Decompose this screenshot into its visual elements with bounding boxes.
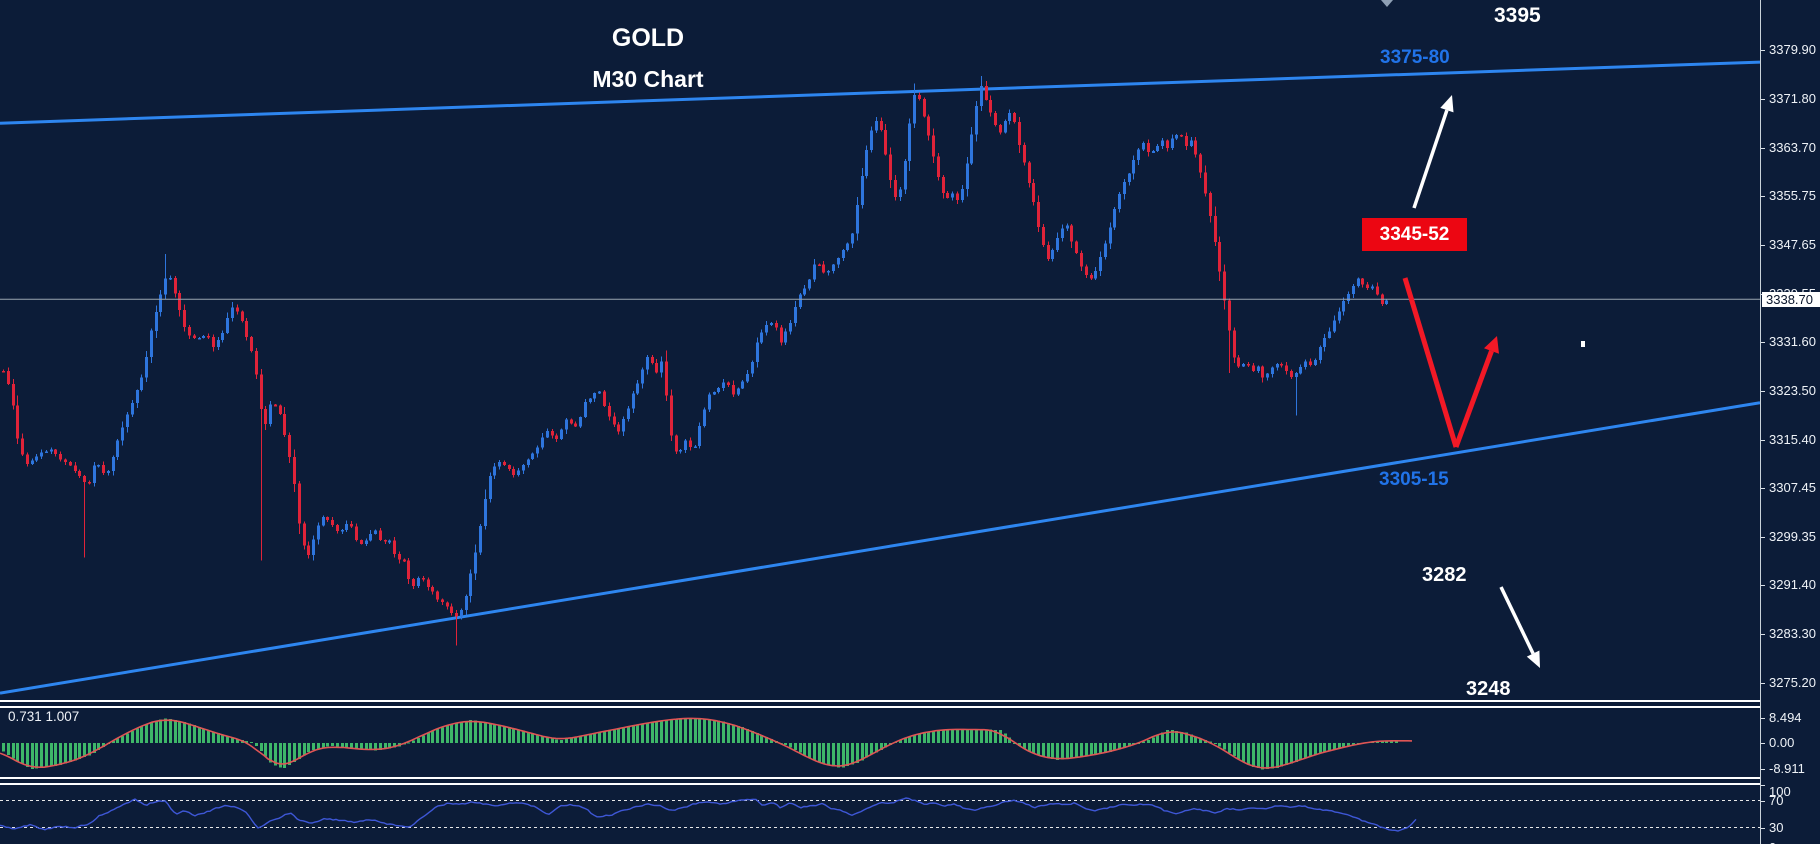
rsi-tick-label: 100 bbox=[1769, 784, 1791, 799]
axis-tick-mark bbox=[1761, 342, 1765, 344]
panel-divider-line[interactable] bbox=[0, 777, 1760, 779]
object-anchor-triangle-icon bbox=[1381, 0, 1393, 7]
axis-tick-mark bbox=[1761, 800, 1765, 802]
axis-tick-mark bbox=[1761, 585, 1765, 587]
price-axis[interactable]: 3379.903371.803363.703355.753347.653339.… bbox=[1760, 0, 1820, 844]
axis-tick-mark bbox=[1761, 196, 1765, 198]
axis-tick-mark bbox=[1761, 488, 1765, 490]
macd-tick-label: -8.911 bbox=[1769, 761, 1805, 777]
price-tick-label: 3307.45 bbox=[1769, 480, 1816, 496]
price-tick-label: 3275.20 bbox=[1769, 675, 1816, 691]
rsi-tick-label: 70 bbox=[1769, 792, 1784, 808]
axis-tick-mark bbox=[1761, 440, 1765, 442]
axis-tick-mark bbox=[1761, 391, 1765, 393]
rsi-tick-label: 30 bbox=[1769, 819, 1784, 835]
macd-values-readout: 0.731 1.007 bbox=[8, 709, 80, 724]
current-price-box: 3338.70 bbox=[1762, 291, 1820, 307]
axis-tick-mark bbox=[1761, 827, 1765, 829]
rsi-panel[interactable] bbox=[0, 785, 1760, 844]
target-bottom-label[interactable]: 3248 bbox=[1466, 678, 1511, 700]
panel-divider-line[interactable] bbox=[0, 706, 1760, 708]
axis-tick-mark bbox=[1761, 683, 1765, 685]
price-tick-label: 3299.35 bbox=[1769, 529, 1816, 545]
axis-tick-mark bbox=[1761, 785, 1765, 786]
price-tick-label: 3363.70 bbox=[1769, 140, 1816, 155]
macd-tick-label: 8.494 bbox=[1769, 710, 1802, 726]
supply-zone-badge[interactable]: 3345-52 bbox=[1362, 218, 1467, 251]
axis-tick-mark bbox=[1761, 148, 1765, 149]
price-tick-label: 3347.65 bbox=[1769, 237, 1816, 253]
object-anchor-dot-icon bbox=[1581, 341, 1585, 347]
target-top-label[interactable]: 3395 bbox=[1494, 4, 1541, 27]
price-tick-label: 3331.60 bbox=[1769, 334, 1816, 350]
price-tick-label: 3283.30 bbox=[1769, 626, 1816, 642]
panel-divider-line[interactable] bbox=[0, 700, 1760, 702]
axis-tick-mark bbox=[1761, 769, 1765, 771]
price-tick-label: 3291.40 bbox=[1769, 577, 1816, 593]
price-tick-label: 3323.50 bbox=[1769, 383, 1816, 399]
axis-tick-mark bbox=[1761, 537, 1765, 539]
support-zone-label[interactable]: 3305-15 bbox=[1379, 469, 1449, 490]
axis-tick-mark bbox=[1761, 743, 1765, 744]
chart-title-symbol: GOLD bbox=[611, 24, 685, 52]
price-tick-label: 3379.90 bbox=[1769, 42, 1816, 57]
price-tick-label: 3371.80 bbox=[1769, 91, 1816, 106]
panel-divider-line[interactable] bbox=[0, 783, 1760, 785]
support-level-label[interactable]: 3282 bbox=[1422, 564, 1467, 586]
macd-tick-label: 0.00 bbox=[1769, 735, 1795, 750]
axis-tick-mark bbox=[1761, 718, 1765, 720]
price-tick-label: 3315.40 bbox=[1769, 432, 1816, 448]
price-tick-label: 3355.75 bbox=[1769, 188, 1816, 204]
macd-panel[interactable] bbox=[0, 708, 1760, 777]
axis-tick-mark bbox=[1761, 99, 1765, 100]
axis-tick-mark bbox=[1761, 50, 1765, 51]
price-chart-area[interactable] bbox=[0, 0, 1760, 700]
resistance-zone-label[interactable]: 3375-80 bbox=[1380, 47, 1450, 68]
chart-title-timeframe: M30 Chart bbox=[592, 66, 704, 92]
rsi-tick-label: 0 bbox=[1769, 840, 1776, 844]
axis-tick-mark bbox=[1761, 634, 1765, 636]
axis-tick-mark bbox=[1761, 245, 1765, 247]
